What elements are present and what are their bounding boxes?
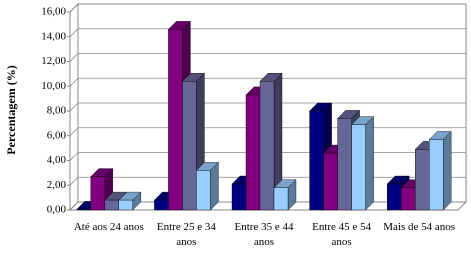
y-tick-label: 0,00 <box>47 204 67 216</box>
grid-line <box>69 77 466 87</box>
bar <box>76 209 92 211</box>
grid-line <box>69 102 466 112</box>
bar <box>351 124 366 211</box>
bar-side <box>210 161 219 211</box>
bar <box>118 199 134 211</box>
bar <box>245 94 261 211</box>
bar <box>90 176 106 211</box>
bar <box>104 199 120 211</box>
bar <box>273 187 289 211</box>
x-tick-label: Mais de 54 anos <box>383 221 456 233</box>
bar <box>337 118 352 211</box>
bar <box>309 110 324 211</box>
grid-line <box>69 127 466 137</box>
bar-side <box>365 116 374 211</box>
grid-line <box>69 53 466 62</box>
y-tick-label: 14,00 <box>41 30 66 42</box>
bar <box>196 170 211 211</box>
bar <box>231 183 247 211</box>
grid-line <box>69 3 466 13</box>
y-tick-label: 16,00 <box>41 6 66 18</box>
bar <box>259 81 275 211</box>
y-tick-label: 8,00 <box>47 105 67 117</box>
y-tick-label: 2,00 <box>47 179 67 191</box>
bar-side <box>443 130 452 211</box>
x-tick-label: Entre 25 e 34 anos <box>156 221 216 248</box>
y-tick-label: 12,00 <box>41 55 66 67</box>
bar <box>429 139 444 211</box>
x-tick-label: Entre 45 e 54 anos <box>312 221 372 248</box>
y-axis-label: Percentagem (%) <box>4 65 18 154</box>
x-tick-label: Até aos 24 anos <box>73 221 144 233</box>
grid-line <box>69 28 466 38</box>
bar <box>415 149 430 211</box>
x-tick-label: Entre 35 e 44 anos <box>234 221 294 248</box>
bar <box>401 187 416 211</box>
bar <box>168 29 183 211</box>
bar <box>387 183 402 211</box>
y-tick-label: 6,00 <box>47 129 67 141</box>
bar <box>323 152 338 211</box>
y-tick-label: 10,00 <box>41 80 66 92</box>
bar <box>154 199 169 211</box>
bar <box>182 81 197 211</box>
y-tick-label: 4,00 <box>47 154 67 166</box>
